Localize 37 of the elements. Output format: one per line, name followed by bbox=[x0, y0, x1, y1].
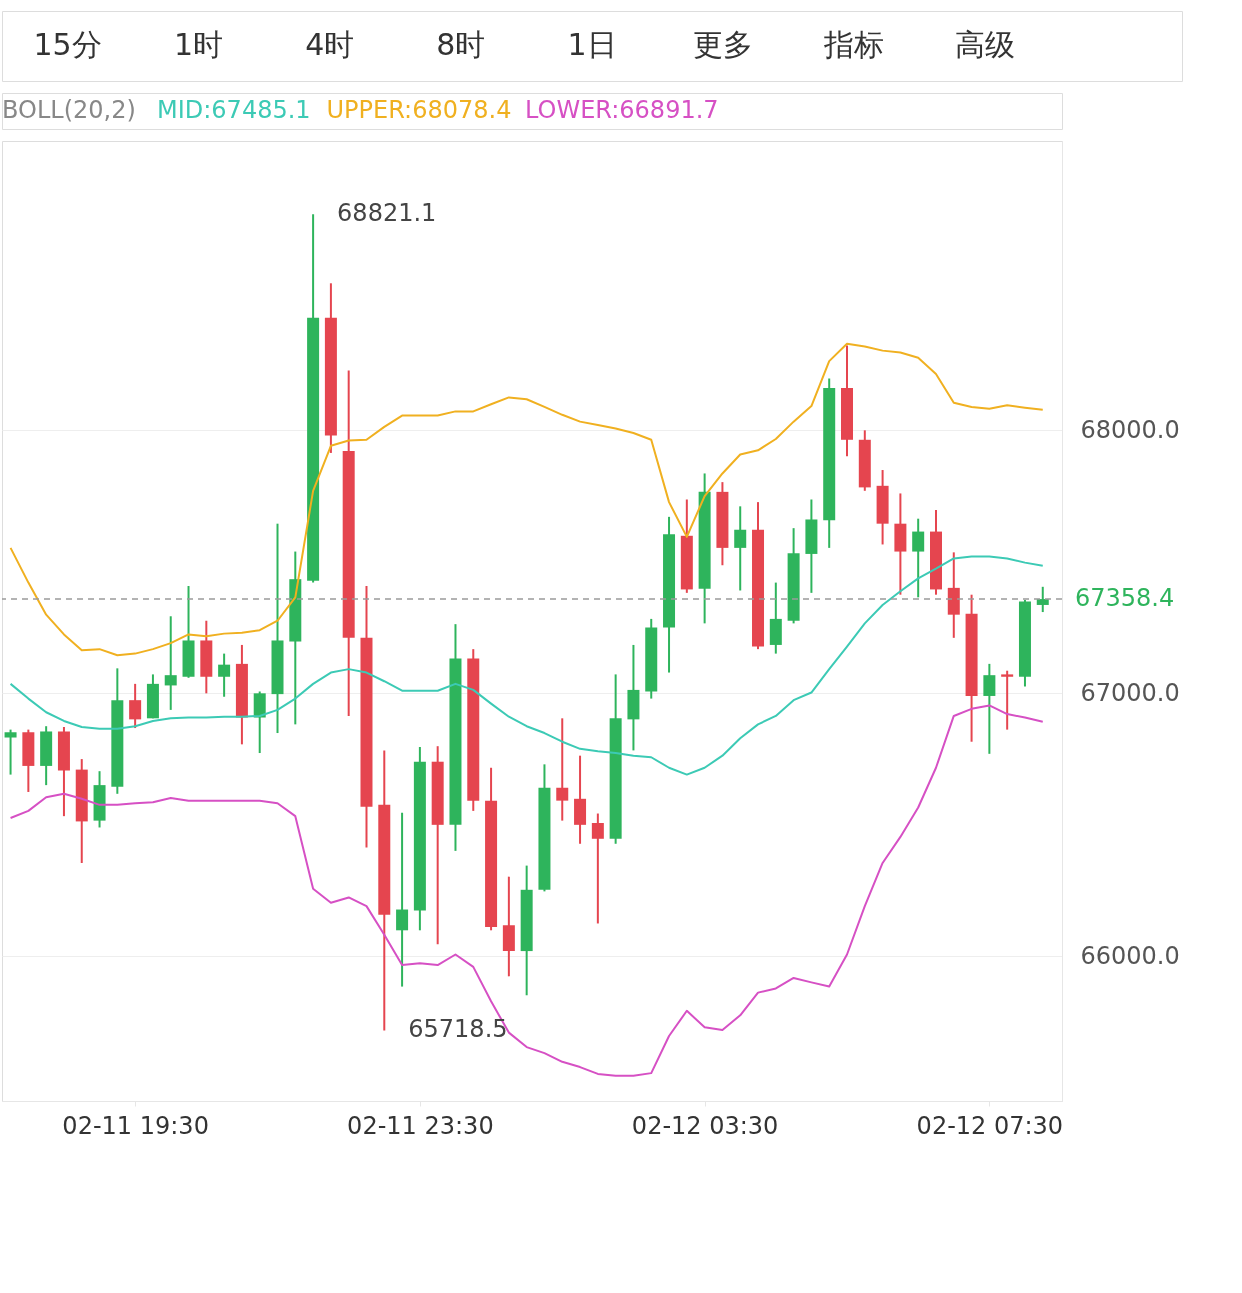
text: 4时 bbox=[305, 27, 355, 62]
text: 8时 bbox=[436, 27, 486, 62]
ref-line-label: 67358.4 bbox=[1075, 584, 1175, 613]
x-tick-label: 02-12 03:30 bbox=[631, 1111, 779, 1140]
text: 指标 bbox=[823, 27, 885, 62]
line-series bbox=[9, 704, 1044, 1077]
candlestick bbox=[396, 811, 409, 988]
text: 更多 bbox=[693, 27, 754, 62]
y-tick-label: 66000.0 bbox=[1080, 941, 1180, 970]
text: LOWER:66891.7 bbox=[525, 96, 719, 124]
candlestick bbox=[218, 652, 231, 698]
line-series bbox=[9, 342, 1044, 657]
candlestick bbox=[912, 517, 925, 599]
candlestick bbox=[129, 682, 142, 730]
text: 15分 bbox=[33, 27, 102, 62]
annotation: 65718.5 bbox=[408, 1015, 508, 1044]
text: 1日 bbox=[567, 27, 617, 62]
candlestick bbox=[4, 728, 17, 776]
x-tick-label: 02-12 07:30 bbox=[916, 1111, 1064, 1140]
candlestick bbox=[734, 505, 747, 592]
line-series bbox=[9, 555, 1044, 776]
text: 高级 bbox=[955, 27, 1016, 62]
text: MID:67485.1 bbox=[157, 96, 311, 124]
text: UPPER:68078.4 bbox=[326, 96, 512, 124]
x-tick-label: 02-11 23:30 bbox=[347, 1111, 494, 1140]
annotation: 68821.1 bbox=[337, 199, 437, 228]
y-tick-label: 68000.0 bbox=[1080, 415, 1180, 444]
candlestick bbox=[591, 812, 604, 925]
candlestick bbox=[1001, 669, 1014, 731]
candlestick bbox=[164, 615, 177, 711]
candlestick bbox=[983, 662, 996, 755]
x-tick-label: 02-11 19:30 bbox=[62, 1111, 209, 1140]
candlestick bbox=[556, 717, 569, 822]
text: 1时 bbox=[174, 27, 224, 62]
y-tick-label: 67000.0 bbox=[1080, 678, 1180, 707]
candlestick bbox=[1036, 585, 1049, 614]
legend-title: BOLL(20,2) bbox=[2, 96, 136, 124]
